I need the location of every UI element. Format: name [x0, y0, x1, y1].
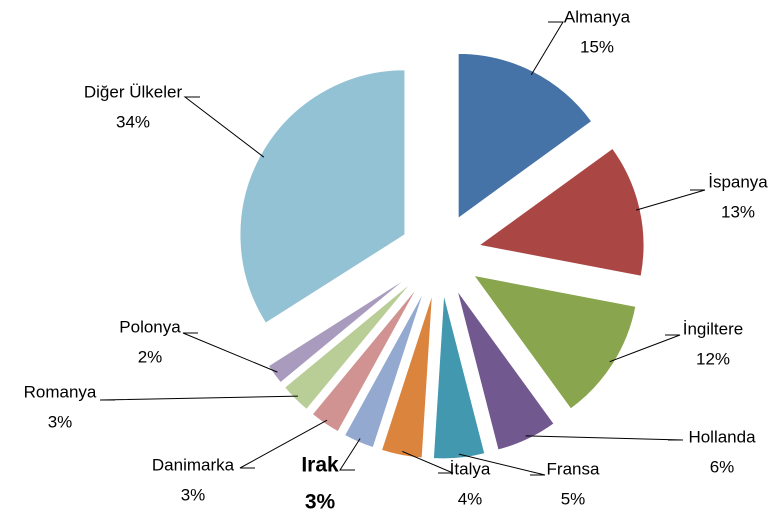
- leader-line: [182, 332, 278, 373]
- slice-label: Danimarka: [152, 455, 235, 474]
- leader-line: [636, 189, 706, 211]
- pie-slice: [283, 281, 413, 411]
- slice-label: İtalya: [450, 459, 491, 478]
- leader-line: [402, 450, 454, 474]
- pie-slice: [343, 290, 425, 449]
- leader-line: [183, 96, 265, 158]
- slice-label: Fransa: [547, 459, 600, 478]
- slice-value-label: 3%: [305, 491, 336, 514]
- slice-value-label: 34%: [116, 112, 150, 131]
- pie-slice: [380, 293, 434, 459]
- slice-label: Diğer Ülkeler: [84, 82, 183, 101]
- slice-value-label: 6%: [710, 457, 735, 476]
- slice-value-label: 13%: [721, 202, 755, 221]
- slice-label: Polonya: [119, 317, 181, 336]
- slice-value-label: 3%: [48, 412, 73, 431]
- leader-line: [458, 453, 546, 476]
- pie-slice: [456, 289, 555, 451]
- slice-label: İspanya: [708, 172, 768, 191]
- pie-slice: [311, 286, 418, 433]
- slice-value-label: 15%: [580, 37, 614, 56]
- slice-label: Hollanda: [688, 427, 756, 446]
- slice-value-label: 2%: [138, 347, 163, 366]
- pie-slice: [239, 69, 406, 324]
- slice-label: Romanya: [24, 382, 97, 401]
- leader-line: [609, 334, 681, 363]
- pie-slice: [432, 293, 486, 460]
- leader-line: [99, 395, 298, 401]
- slice-value-label: 5%: [561, 489, 586, 508]
- slice-label: Irak: [301, 454, 339, 477]
- leader-line: [339, 438, 361, 471]
- slice-value-label: 3%: [181, 485, 206, 504]
- pie-slice: [472, 274, 637, 410]
- leader-line: [530, 21, 564, 76]
- leader-line: [239, 419, 328, 469]
- slice-value-label: 4%: [458, 489, 483, 508]
- slice-label: Almanya: [564, 7, 631, 26]
- pie-slice: [267, 277, 408, 384]
- slice-label: İngiltere: [683, 319, 743, 338]
- leader-line: [525, 435, 684, 441]
- slice-value-label: 12%: [696, 349, 730, 368]
